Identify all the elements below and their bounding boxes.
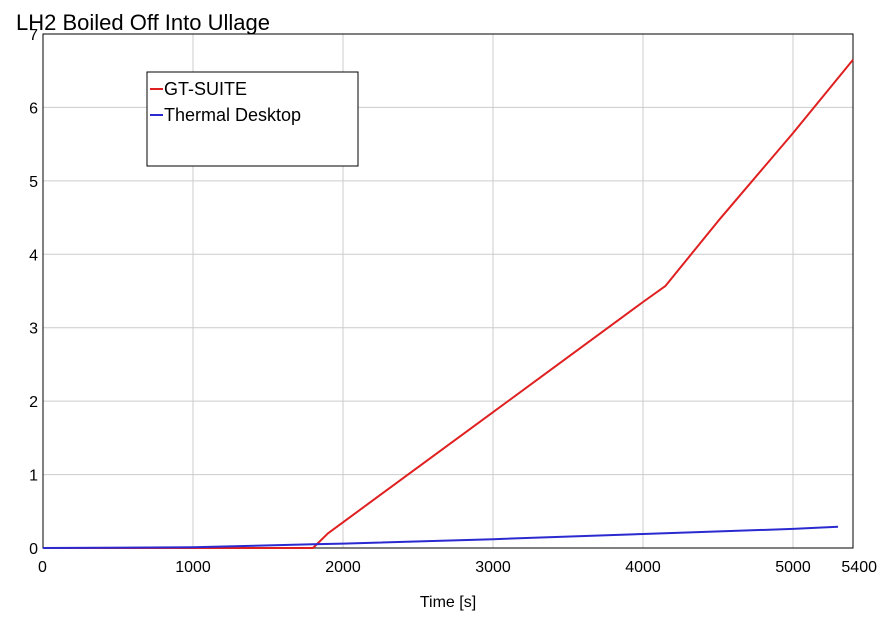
- y-tick-label-6: 6: [29, 100, 38, 117]
- series-lines: [42, 59, 854, 549]
- y-tick-label-1: 1: [29, 468, 38, 485]
- legend-box: [146, 71, 359, 167]
- y-tick-label-2: 2: [29, 394, 38, 411]
- x-tick-label-5: 5000: [775, 559, 811, 576]
- plot-frame: [42, 33, 854, 549]
- chart-title: LH2 Boiled Off Into Ullage: [16, 10, 270, 35]
- y-tick-label-4: 4: [29, 247, 38, 264]
- series-line-gt-suite: [43, 59, 854, 549]
- y-tick-label-7: 7: [29, 27, 38, 44]
- x-tick-label-1: 1000: [175, 559, 211, 576]
- legend-label-thermal-desktop: Thermal Desktop: [164, 105, 301, 125]
- x-tick-label-3: 3000: [475, 559, 511, 576]
- legend-items: GT-SUITE Thermal Desktop: [150, 79, 301, 125]
- y-tick-label-5: 5: [29, 174, 38, 191]
- x-tick-label-2: 2000: [325, 559, 361, 576]
- x-tick-label-4: 4000: [625, 559, 661, 576]
- y-tick-label-3: 3: [29, 321, 38, 338]
- x-tick-label-0: 0: [38, 559, 47, 576]
- series-line-thermal-desktop: [42, 525, 839, 549]
- y-tick-label-0: 0: [29, 541, 38, 558]
- x-tick-label-6: 5400: [841, 559, 877, 576]
- x-axis-label: Time [s]: [420, 594, 476, 611]
- legend: GT-SUITE Thermal Desktop: [146, 71, 359, 167]
- x-tick-labels: 0 1000 2000 3000 4000 5000 5400: [38, 559, 877, 576]
- y-tick-labels: 0 1 2 3 4 5 6 7: [29, 27, 38, 558]
- legend-label-gt-suite: GT-SUITE: [164, 79, 247, 99]
